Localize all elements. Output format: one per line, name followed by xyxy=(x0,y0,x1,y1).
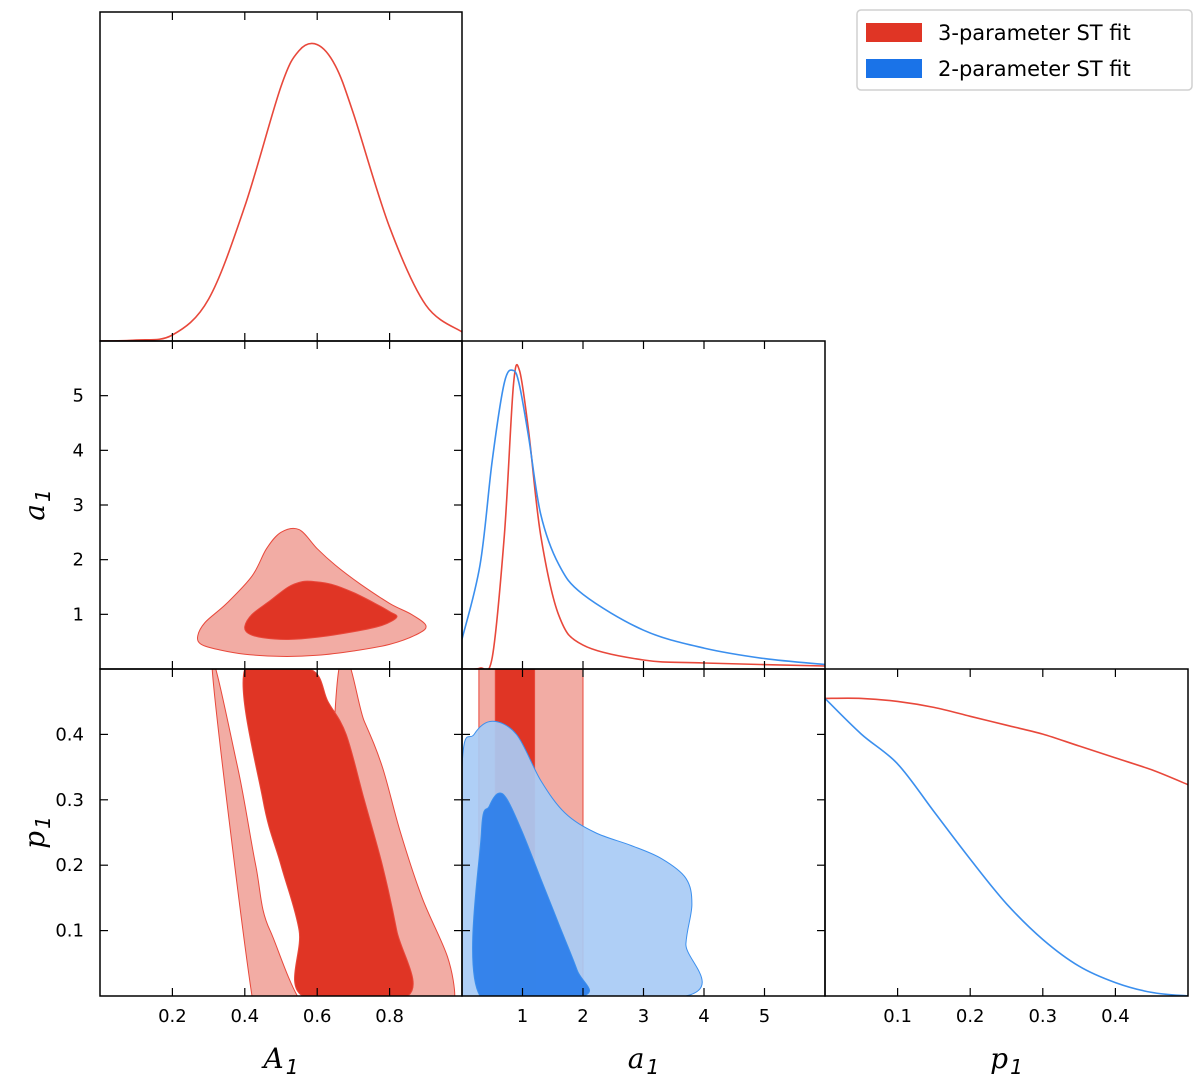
legend-swatch-3param xyxy=(866,23,922,42)
x-tick-label: 1 xyxy=(517,1006,528,1027)
legend-label-2param: 2-parameter ST fit xyxy=(938,57,1131,81)
marginal-line-blue xyxy=(825,697,1188,996)
marginal-panel-a_1 xyxy=(462,363,825,669)
contour-blue-inner xyxy=(472,792,590,996)
marginal-line-red xyxy=(462,363,825,669)
y-tick-label: 0.3 xyxy=(55,790,84,811)
contour-fills xyxy=(197,527,703,996)
x-tick-label: 0.2 xyxy=(158,1006,187,1027)
y-tick-label: 0.1 xyxy=(55,921,84,942)
contour-panel-A_1-p_1 xyxy=(211,669,459,996)
y-tick-label: 4 xyxy=(73,440,84,461)
legend-box xyxy=(856,9,1193,91)
x-tick-label: 0.6 xyxy=(303,1006,332,1027)
y-tick-label: 5 xyxy=(73,386,84,407)
contour-panel-a_1-p_1 xyxy=(462,669,703,996)
y-axis-label-a1: a1 xyxy=(18,489,55,520)
contour-red-inner xyxy=(244,580,398,641)
x-tick-label: 5 xyxy=(759,1006,770,1027)
x-axis-label-p1-subscript: 1 xyxy=(1010,1055,1023,1079)
x-tick-label: 3 xyxy=(638,1006,649,1027)
axis-ticks xyxy=(100,12,1117,996)
x-tick-label: 0.4 xyxy=(230,1006,259,1027)
legend: 3-parameter ST fit 2-parameter ST fit xyxy=(856,9,1193,91)
legend-swatch-2param xyxy=(866,59,922,78)
marginal-line-blue xyxy=(462,369,825,666)
y-axis-label-p1-text: p1 xyxy=(18,816,55,849)
panel-frame xyxy=(824,668,1189,997)
x-tick-label: 0.4 xyxy=(1101,1006,1130,1027)
marginal-line-red xyxy=(825,697,1188,786)
y-axis-label-p1: p1 xyxy=(18,816,55,849)
y-axis-label-a1-subscript: 1 xyxy=(31,489,55,502)
x-tick-label: 4 xyxy=(698,1006,709,1027)
contour-panel-A_1-a_1 xyxy=(197,527,427,657)
panel-frame xyxy=(461,340,826,670)
x-tick-label: 2 xyxy=(577,1006,588,1027)
marginal-curves xyxy=(100,42,1188,996)
y-tick-label: 3 xyxy=(73,495,84,516)
contour-red-inner xyxy=(242,669,414,996)
y-tick-label: 0.2 xyxy=(55,855,84,876)
y-axis-label-p1-subscript: 1 xyxy=(31,816,55,829)
x-tick-label: 0.3 xyxy=(1028,1006,1057,1027)
marginal-line-red xyxy=(100,42,462,341)
legend-label-3param: 3-parameter ST fit xyxy=(938,21,1131,45)
marginal-panel-p_1 xyxy=(825,697,1188,996)
x-axis-label-a1-subscript: 1 xyxy=(646,1055,659,1079)
x-tick-label: 0.8 xyxy=(375,1006,404,1027)
x-tick-label: 0.2 xyxy=(956,1006,985,1027)
y-tick-label: 1 xyxy=(73,604,84,625)
panel-frames xyxy=(99,11,1189,997)
panel-frame xyxy=(99,11,463,342)
y-tick-label: 0.4 xyxy=(55,724,84,745)
x-axis-label-A1-subscript: 1 xyxy=(286,1055,299,1079)
x-tick-label: 0.1 xyxy=(883,1006,912,1027)
y-tick-label: 2 xyxy=(73,550,84,571)
y-axis-label-a1-text: a1 xyxy=(18,489,55,520)
marginal-panel-A_1 xyxy=(100,42,462,341)
